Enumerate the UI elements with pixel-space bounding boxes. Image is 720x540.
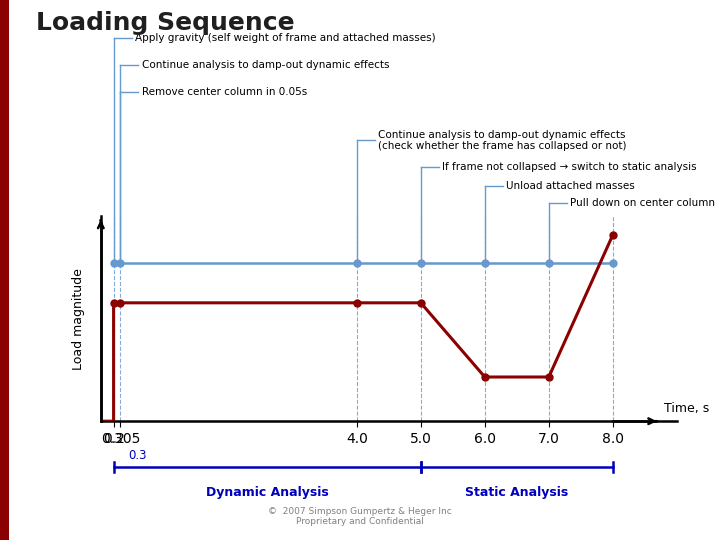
Text: Remove center column in 0.05s: Remove center column in 0.05s bbox=[142, 87, 307, 97]
Text: Load magnitude: Load magnitude bbox=[72, 268, 85, 369]
Text: Loading Sequence: Loading Sequence bbox=[36, 11, 294, 35]
Text: 0.3: 0.3 bbox=[128, 449, 146, 462]
Text: ©  2007 Simpson Gumpertz & Heger Inc
Proprietary and Confidential: © 2007 Simpson Gumpertz & Heger Inc Prop… bbox=[268, 507, 452, 526]
Text: Continue analysis to damp-out dynamic effects: Continue analysis to damp-out dynamic ef… bbox=[142, 60, 390, 70]
Text: Static Analysis: Static Analysis bbox=[465, 486, 568, 499]
Text: Unload attached masses: Unload attached masses bbox=[506, 181, 635, 191]
Text: Apply gravity (self weight of frame and attached masses): Apply gravity (self weight of frame and … bbox=[135, 33, 436, 43]
Text: Pull down on center column: Pull down on center column bbox=[570, 198, 716, 207]
Text: Dynamic Analysis: Dynamic Analysis bbox=[206, 486, 328, 499]
Text: If frame not collapsed → switch to static analysis: If frame not collapsed → switch to stati… bbox=[442, 163, 697, 172]
Text: Continue analysis to damp-out dynamic effects
(check whether the frame has colla: Continue analysis to damp-out dynamic ef… bbox=[379, 130, 627, 151]
Text: Time, s: Time, s bbox=[664, 402, 709, 415]
